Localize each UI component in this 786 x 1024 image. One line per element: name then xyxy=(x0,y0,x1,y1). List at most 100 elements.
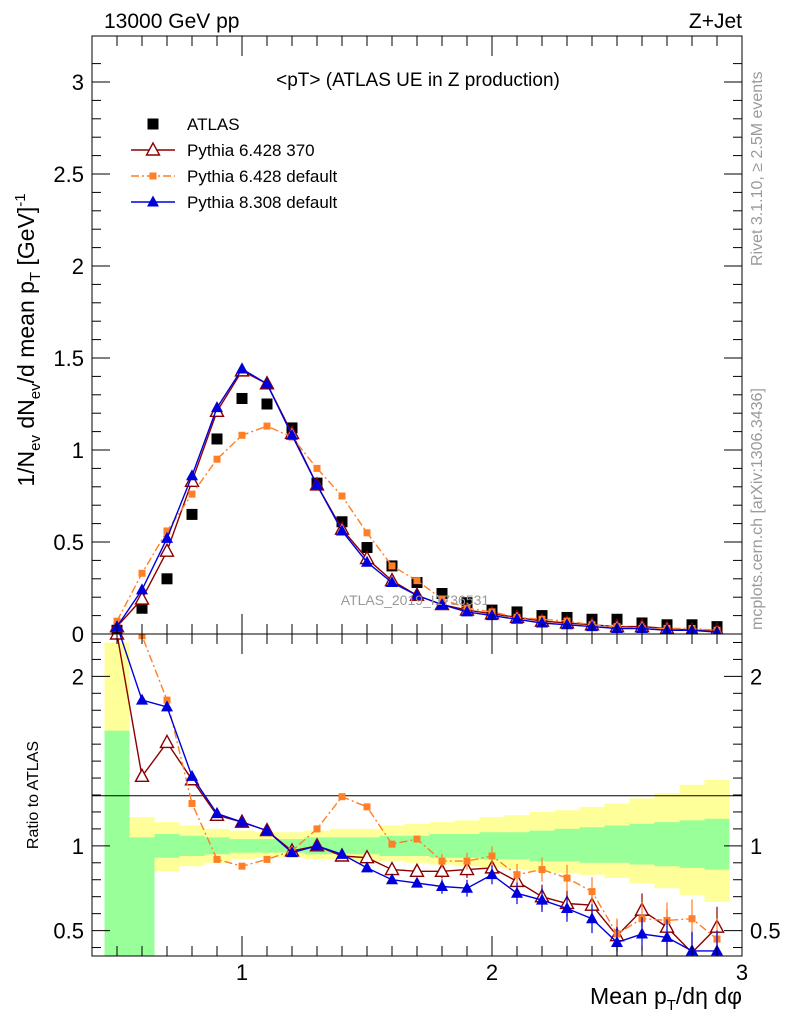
main-py6_default-point xyxy=(138,569,146,577)
main-y-tick-label: 0 xyxy=(72,622,84,647)
legend-marker xyxy=(145,141,161,156)
main-data-point xyxy=(136,602,148,614)
main-data-point xyxy=(161,573,173,585)
main-py6_default-point xyxy=(413,577,421,585)
ratio-py8-point xyxy=(636,927,648,939)
main-py8-point xyxy=(311,478,323,490)
ratio-py8-point xyxy=(411,876,423,888)
main-py6_default-point xyxy=(338,492,346,500)
main-py8-point xyxy=(511,612,523,624)
main-py6_370-point xyxy=(134,590,150,605)
header-right-label: Z+Jet xyxy=(689,10,742,33)
ratio-py6_default-point xyxy=(538,866,546,874)
ratio-py6_default-point xyxy=(188,799,196,807)
main-data-point xyxy=(361,542,373,554)
legend: ATLAS Pythia 6.428 370 Pythia 6.428 defaul… xyxy=(131,115,338,212)
main-py8-point xyxy=(211,401,223,413)
main-py8-point xyxy=(411,588,423,600)
ratio-py6_default-point xyxy=(363,803,371,811)
main-py6_default-point xyxy=(363,529,371,537)
ratio-py6_default-point xyxy=(114,597,121,604)
main-data-point xyxy=(261,398,273,410)
ratio-py8-point xyxy=(661,930,673,942)
ratio-py8-point xyxy=(611,935,623,947)
ratio-py6_default-point xyxy=(388,840,396,848)
ratio-py6_default-point xyxy=(688,915,696,923)
ratio-y-tick-label-right: 2 xyxy=(750,664,762,689)
main-y-tick-label: 2 xyxy=(72,254,84,279)
main-y-tick-label: 0.5 xyxy=(53,530,84,555)
ratio-py6_default-point xyxy=(513,871,521,879)
main-py8-point xyxy=(561,618,573,630)
x-tick-label: 2 xyxy=(486,960,498,985)
main-y-axis-title: 1/Nev dNev/d mean pT [GeV]-1 xyxy=(12,193,44,486)
main-py6_default-point xyxy=(163,527,171,535)
legend-entry-label: Pythia 6.428 370 xyxy=(187,141,315,160)
ratio-py8-point xyxy=(186,769,198,781)
main-py8-point xyxy=(186,469,198,481)
main-py8-point xyxy=(336,524,348,536)
main-py6_default-point xyxy=(188,490,196,498)
ratio-panel-frame xyxy=(91,633,743,957)
ratio-py6_default-point xyxy=(413,835,421,843)
main-py6_default-point xyxy=(313,464,321,472)
main-y-tick-label: 1 xyxy=(72,438,84,463)
ratio-py6_default-point xyxy=(563,874,571,882)
rivet-version-label: Rivet 3.1.10, ≥ 2.5M events xyxy=(749,71,766,266)
legend-entry-label: ATLAS xyxy=(187,115,240,134)
ratio-py8-point xyxy=(486,868,498,880)
ratio-band-yellow xyxy=(104,642,730,956)
ratio-py6_default-point xyxy=(238,862,246,870)
ratio-py6_370-point xyxy=(159,733,175,749)
main-py8-point xyxy=(286,428,298,440)
ratio-py6_370-point xyxy=(134,767,150,783)
ratio-py6_default-point xyxy=(463,857,471,865)
ratio-py6_default-point xyxy=(163,696,171,704)
main-py8-point xyxy=(461,605,473,617)
ratio-py8-point xyxy=(211,807,223,819)
ratio-y-axis-title: Ratio to ATLAS xyxy=(25,741,42,849)
ratio-py6_370-point xyxy=(434,862,450,877)
ratio-band-green xyxy=(104,730,730,956)
ratio-py6_default-point xyxy=(263,855,271,863)
main-title: <pT> (ATLAS UE in Z production) xyxy=(276,70,560,91)
x-axis-title: Mean pT/dη dφ xyxy=(590,983,742,1014)
ratio-py8-point xyxy=(361,861,373,873)
ratio-y-tick-label-right: 0.5 xyxy=(750,919,781,944)
legend-marker xyxy=(149,172,157,180)
ratio-y-tick-label: 1 xyxy=(72,834,84,859)
legend-entry-label: Pythia 8.308 default xyxy=(187,193,338,212)
ratio-py8-point xyxy=(536,893,548,905)
ratio-py6_370-point xyxy=(384,861,400,876)
ratio-y-tick-label: 2 xyxy=(72,664,84,689)
ratio-py8-point xyxy=(461,881,473,893)
ratio-py8-point xyxy=(586,912,598,924)
main-py8-point xyxy=(136,583,148,595)
mcplots-source-label: mcplots.cern.ch [arXiv:1306.3436] xyxy=(749,388,766,630)
watermark-label: ATLAS_2019_I1736531 xyxy=(341,592,490,608)
ratio-y-tick-label: 0.5 xyxy=(53,919,84,944)
ratio-py8-point xyxy=(261,824,273,836)
main-py8-point xyxy=(161,531,173,543)
legend-marker xyxy=(147,118,159,130)
legend-marker xyxy=(147,195,159,207)
main-py6_default-point xyxy=(388,562,396,570)
main-py8-point xyxy=(386,575,398,587)
ratio-py6_default-point xyxy=(488,852,496,860)
ratio-py8-point xyxy=(386,873,398,885)
ratio-py6_370-line xyxy=(116,634,718,954)
main-y-tick-label: 3 xyxy=(72,70,84,95)
main-data-point xyxy=(236,392,248,404)
ratio-py8-point xyxy=(161,700,173,712)
ratio-py6_370-point xyxy=(409,862,425,877)
main-py8-point xyxy=(361,555,373,567)
ratio-py6_default-line xyxy=(139,634,718,940)
main-y-tick-label: 1.5 xyxy=(53,346,84,371)
header-left-label: 13000 GeV pp xyxy=(104,10,239,33)
main-data-point xyxy=(436,588,448,600)
ratio-py6_default-point xyxy=(438,857,446,865)
ratio-py8-line xyxy=(119,634,717,952)
ratio-py6_default-point xyxy=(213,855,221,863)
ratio-py8-point xyxy=(511,886,523,898)
main-y-tick-label: 2.5 xyxy=(53,162,84,187)
